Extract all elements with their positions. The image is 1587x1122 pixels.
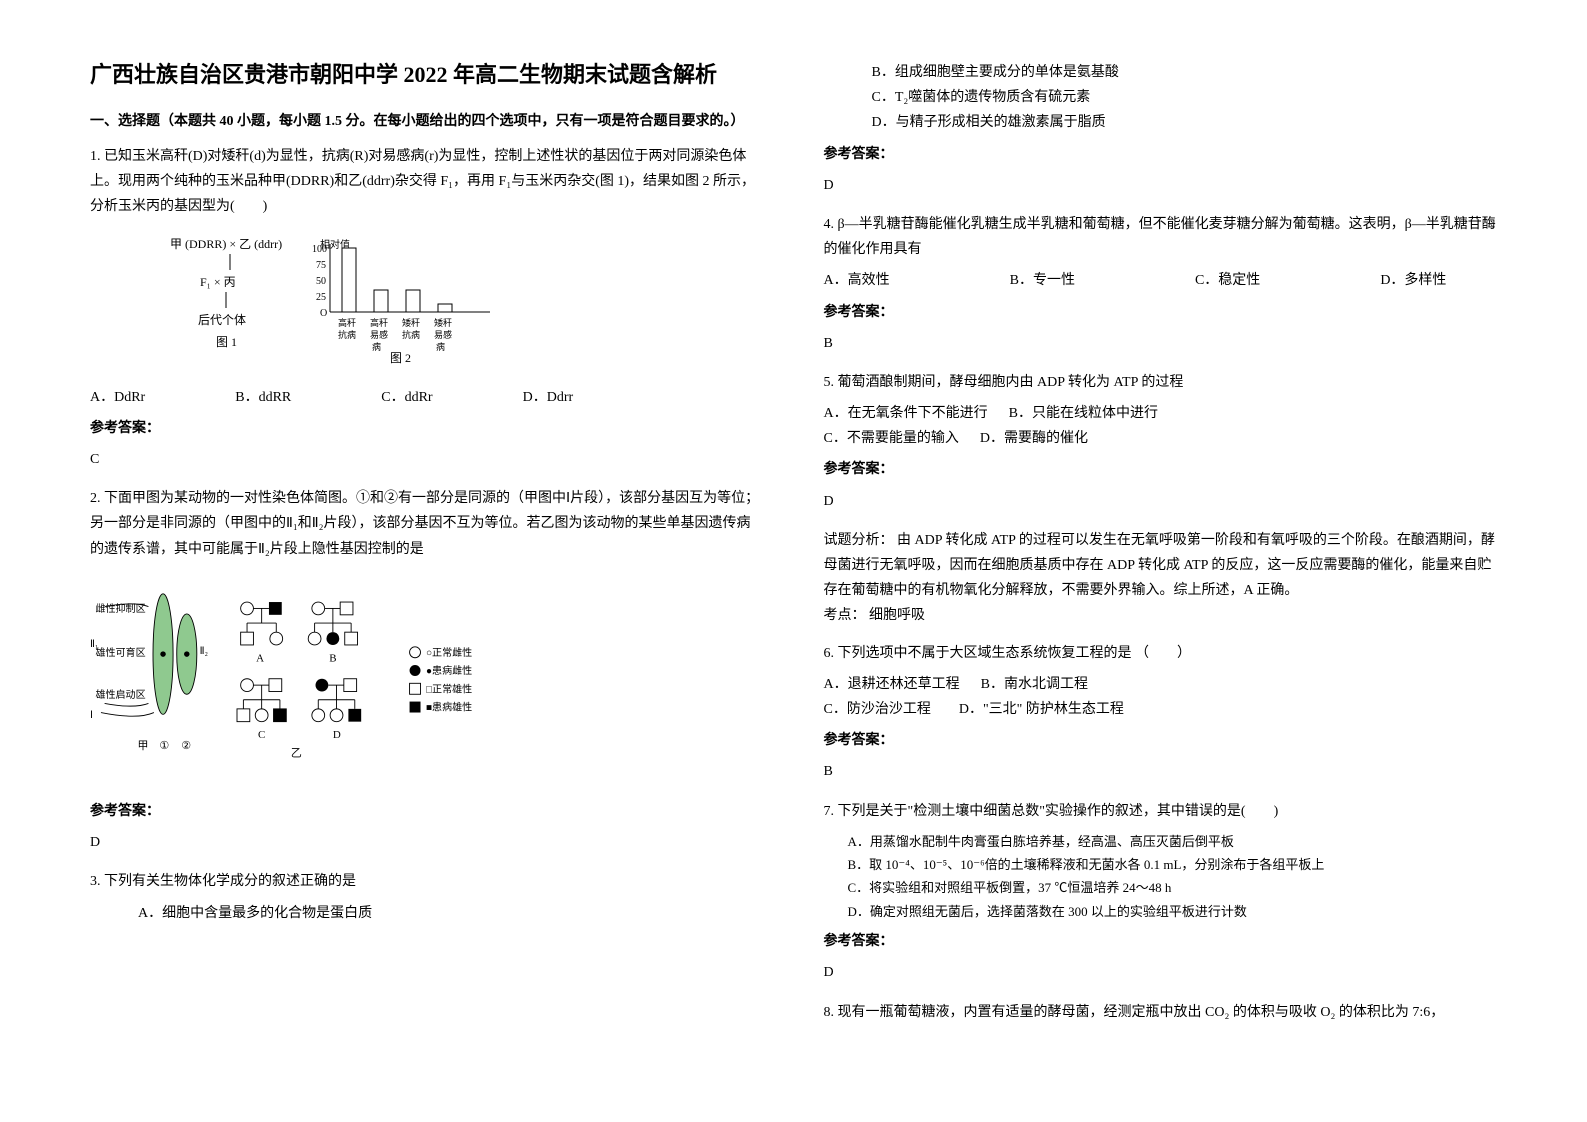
q1-optA: A．DdRr (90, 385, 145, 410)
q5-line1: A．在无氧条件下不能进行 B．只能在线粒体中进行 (824, 401, 1498, 426)
svg-text:F₁ × 丙: F₁ × 丙 (200, 275, 236, 289)
svg-text:■患病雄性: ■患病雄性 (426, 701, 472, 714)
svg-text:Ⅱ₂: Ⅱ₂ (200, 646, 208, 657)
q3-optB: B．组成细胞壁主要成分的单体是氨基酸 (824, 60, 1498, 85)
right-column: B．组成细胞壁主要成分的单体是氨基酸 C．T₂噬菌体的遗传物质含有硫元素 D．与… (824, 60, 1498, 1062)
svg-text:○正常雌性: ○正常雌性 (426, 646, 472, 659)
question-2: 2. 下面甲图为某动物的一对性染色体简图。①和②有一部分是同源的（甲图中Ⅰ片段）… (90, 486, 764, 855)
svg-text:矮秆: 矮秆 (402, 317, 420, 328)
q6-line2: C．防沙治沙工程 D．"三北" 防护林生态工程 (824, 697, 1498, 722)
document-title: 广西壮族自治区贵港市朝阳中学 2022 年高二生物期末试题含解析 (90, 60, 764, 91)
answer-label: 参考答案： (824, 142, 1498, 167)
q4-optD: D．多样性 (1380, 268, 1446, 293)
q2-text: 2. 下面甲图为某动物的一对性染色体简图。①和②有一部分是同源的（甲图中Ⅰ片段）… (90, 486, 764, 562)
svg-text:100: 100 (312, 244, 327, 255)
svg-text:图 2: 图 2 (390, 351, 411, 364)
question-7: 7. 下列是关于"检测土壤中细菌总数"实验操作的叙述，其中错误的是( ) A．用… (824, 799, 1498, 986)
q2-answer: D (90, 830, 764, 855)
question-5: 5. 葡萄酒酿制期间，酵母细胞内由 ADP 转化为 ATP 的过程 A．在无氧条… (824, 370, 1498, 629)
q4-optC: C．稳定性 (1195, 268, 1260, 293)
question-3: 3. 下列有关生物体化学成分的叙述正确的是 A．细胞中含量最多的化合物是蛋白质 (90, 869, 764, 925)
answer-label: 参考答案： (90, 416, 764, 441)
q3-optA: A．细胞中含量最多的化合物是蛋白质 (90, 901, 764, 926)
q5-line2: C．不需要能量的输入 D．需要酶的催化 (824, 426, 1498, 451)
svg-text:A: A (256, 652, 264, 664)
svg-text:75: 75 (316, 260, 326, 271)
q6-text: 6. 下列选项中不属于大区域生态系统恢复工程的是 （ ） (824, 641, 1498, 666)
answer-label: 参考答案： (824, 929, 1498, 954)
svg-text:●患病雌性: ●患病雌性 (426, 664, 472, 677)
svg-text:病: 病 (372, 341, 381, 352)
svg-text:O: O (320, 308, 327, 319)
q8-text: 8. 现有一瓶葡萄糖液，内置有适量的酵母菌，经测定瓶中放出 CO₂ 的体积与吸收… (824, 1000, 1498, 1025)
q4-optA: A．高效性 (824, 268, 890, 293)
answer-label: 参考答案： (824, 457, 1498, 482)
svg-text:②: ② (181, 740, 191, 752)
q3-optD: D．与精子形成相关的雄激素属于脂质 (824, 110, 1498, 135)
svg-text:病: 病 (436, 341, 445, 352)
left-column: 广西壮族自治区贵港市朝阳中学 2022 年高二生物期末试题含解析 一、选择题（本… (90, 60, 764, 1062)
svg-text:后代个体: 后代个体 (198, 313, 246, 327)
q5-answer: D (824, 489, 1498, 514)
svg-text:B: B (329, 652, 336, 664)
svg-text:雄性可育区: 雄性可育区 (95, 646, 145, 659)
svg-text:Ⅰ: Ⅰ (90, 710, 93, 721)
svg-text:25: 25 (316, 292, 326, 303)
q1-optB: B．ddRR (235, 385, 291, 410)
svg-text:乙: 乙 (291, 746, 302, 759)
q7-text: 7. 下列是关于"检测土壤中细菌总数"实验操作的叙述，其中错误的是( ) (824, 799, 1498, 824)
q5-text: 5. 葡萄酒酿制期间，酵母细胞内由 ADP 转化为 ATP 的过程 (824, 370, 1498, 395)
q6-line1: A．退耕还林还草工程 B．南水北调工程 (824, 672, 1498, 697)
q1-optC: C．ddRr (381, 385, 432, 410)
q5-analysis: 试题分析： 由 ADP 转化成 ATP 的过程可以发生在无氧呼吸第一阶段和有氧呼… (824, 528, 1498, 604)
svg-text:C: C (258, 729, 265, 741)
q4-text: 4. β—半乳糖苷酶能催化乳糖生成半乳糖和葡萄糖，但不能催化麦芽糖分解为葡萄糖。… (824, 212, 1498, 262)
q4-optB: B．专一性 (1010, 268, 1075, 293)
q3-text: 3. 下列有关生物体化学成分的叙述正确的是 (90, 869, 764, 894)
q6-answer: B (824, 759, 1498, 784)
question-1: 1. 已知玉米高秆(D)对矮秆(d)为显性，抗病(R)对易感病(r)为显性，控制… (90, 144, 764, 472)
q3-optC: C．T₂噬菌体的遗传物质含有硫元素 (824, 85, 1498, 110)
q7-optC: C．将实验组和对照组平板倒置，37 ℃恒温培养 24～48 h (824, 876, 1498, 899)
q1-diagram: 甲 (DDRR) × 乙 (ddrr) F₁ × 丙 后代个体 图 1 相对值 … (90, 234, 510, 364)
question-6: 6. 下列选项中不属于大区域生态系统恢复工程的是 （ ） A．退耕还林还草工程 … (824, 641, 1498, 785)
question-8: 8. 现有一瓶葡萄糖液，内置有适量的酵母菌，经测定瓶中放出 CO₂ 的体积与吸收… (824, 1000, 1498, 1025)
svg-text:甲: 甲 (137, 740, 148, 752)
question-3-cont: B．组成细胞壁主要成分的单体是氨基酸 C．T₂噬菌体的遗传物质含有硫元素 D．与… (824, 60, 1498, 198)
answer-label: 参考答案： (90, 799, 764, 824)
q4-answer: B (824, 331, 1498, 356)
q7-answer: D (824, 960, 1498, 985)
svg-text:高秆: 高秆 (370, 317, 388, 328)
svg-text:抗病: 抗病 (402, 329, 420, 340)
q4-options: A．高效性 B．专一性 C．稳定性 D．多样性 (824, 268, 1498, 293)
answer-label: 参考答案： (824, 300, 1498, 325)
q7-optD: D．确定对照组无菌后，选择菌落数在 300 以上的实验组平板进行计数 (824, 900, 1498, 923)
svg-text:易感: 易感 (370, 329, 388, 340)
q2-diagram: 雌性抑制区 Ⅱ₁ 雄性可育区 雄性启动区 Ⅱ₂ Ⅰ 甲 ① ② (90, 576, 510, 776)
q5-kaodian: 考点： 细胞呼吸 (824, 603, 1498, 628)
q1-diagram-top: 甲 (DDRR) × 乙 (ddrr) (170, 237, 282, 251)
svg-text:50: 50 (316, 276, 326, 287)
svg-text:雄性启动区: 雄性启动区 (95, 688, 145, 701)
svg-text:□正常雄性: □正常雄性 (426, 682, 472, 695)
q1-text: 1. 已知玉米高秆(D)对矮秆(d)为显性，抗病(R)对易感病(r)为显性，控制… (90, 144, 764, 220)
svg-text:抗病: 抗病 (338, 329, 356, 340)
answer-label: 参考答案： (824, 728, 1498, 753)
question-4: 4. β—半乳糖苷酶能催化乳糖生成半乳糖和葡萄糖，但不能催化麦芽糖分解为葡萄糖。… (824, 212, 1498, 356)
svg-text:矮秆: 矮秆 (434, 317, 452, 328)
q1-answer: C (90, 447, 764, 472)
svg-text:高秆: 高秆 (338, 317, 356, 328)
svg-text:D: D (333, 729, 341, 741)
section-heading: 一、选择题（本题共 40 小题，每小题 1.5 分。在每小题给出的四个选项中，只… (90, 109, 764, 134)
svg-text:图 1: 图 1 (216, 335, 237, 349)
q7-optA: A．用蒸馏水配制牛肉膏蛋白胨培养基，经高温、高压灭菌后倒平板 (824, 830, 1498, 853)
q7-optB: B．取 10⁻⁴、10⁻⁵、10⁻⁶倍的土壤稀释液和无菌水各 0.1 mL，分别… (824, 853, 1498, 876)
q3-answer: D (824, 173, 1498, 198)
svg-text:易感: 易感 (434, 329, 452, 340)
svg-text:①: ① (159, 740, 169, 752)
q1-options: A．DdRr B．ddRR C．ddRr D．Ddrr (90, 385, 764, 410)
q1-optD: D．Ddrr (523, 385, 574, 410)
